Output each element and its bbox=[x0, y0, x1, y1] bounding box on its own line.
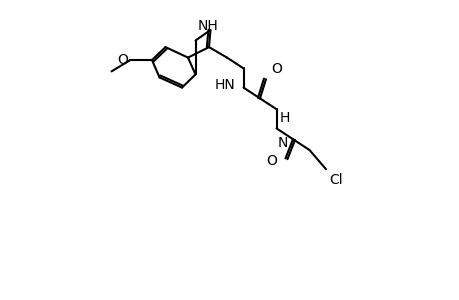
Text: O: O bbox=[271, 62, 282, 76]
Text: O: O bbox=[118, 53, 129, 67]
Text: NH: NH bbox=[197, 19, 218, 33]
Text: Cl: Cl bbox=[329, 172, 342, 187]
Text: H: H bbox=[279, 111, 289, 125]
Text: N: N bbox=[277, 136, 288, 150]
Text: O: O bbox=[266, 154, 277, 168]
Text: HN: HN bbox=[214, 78, 235, 92]
